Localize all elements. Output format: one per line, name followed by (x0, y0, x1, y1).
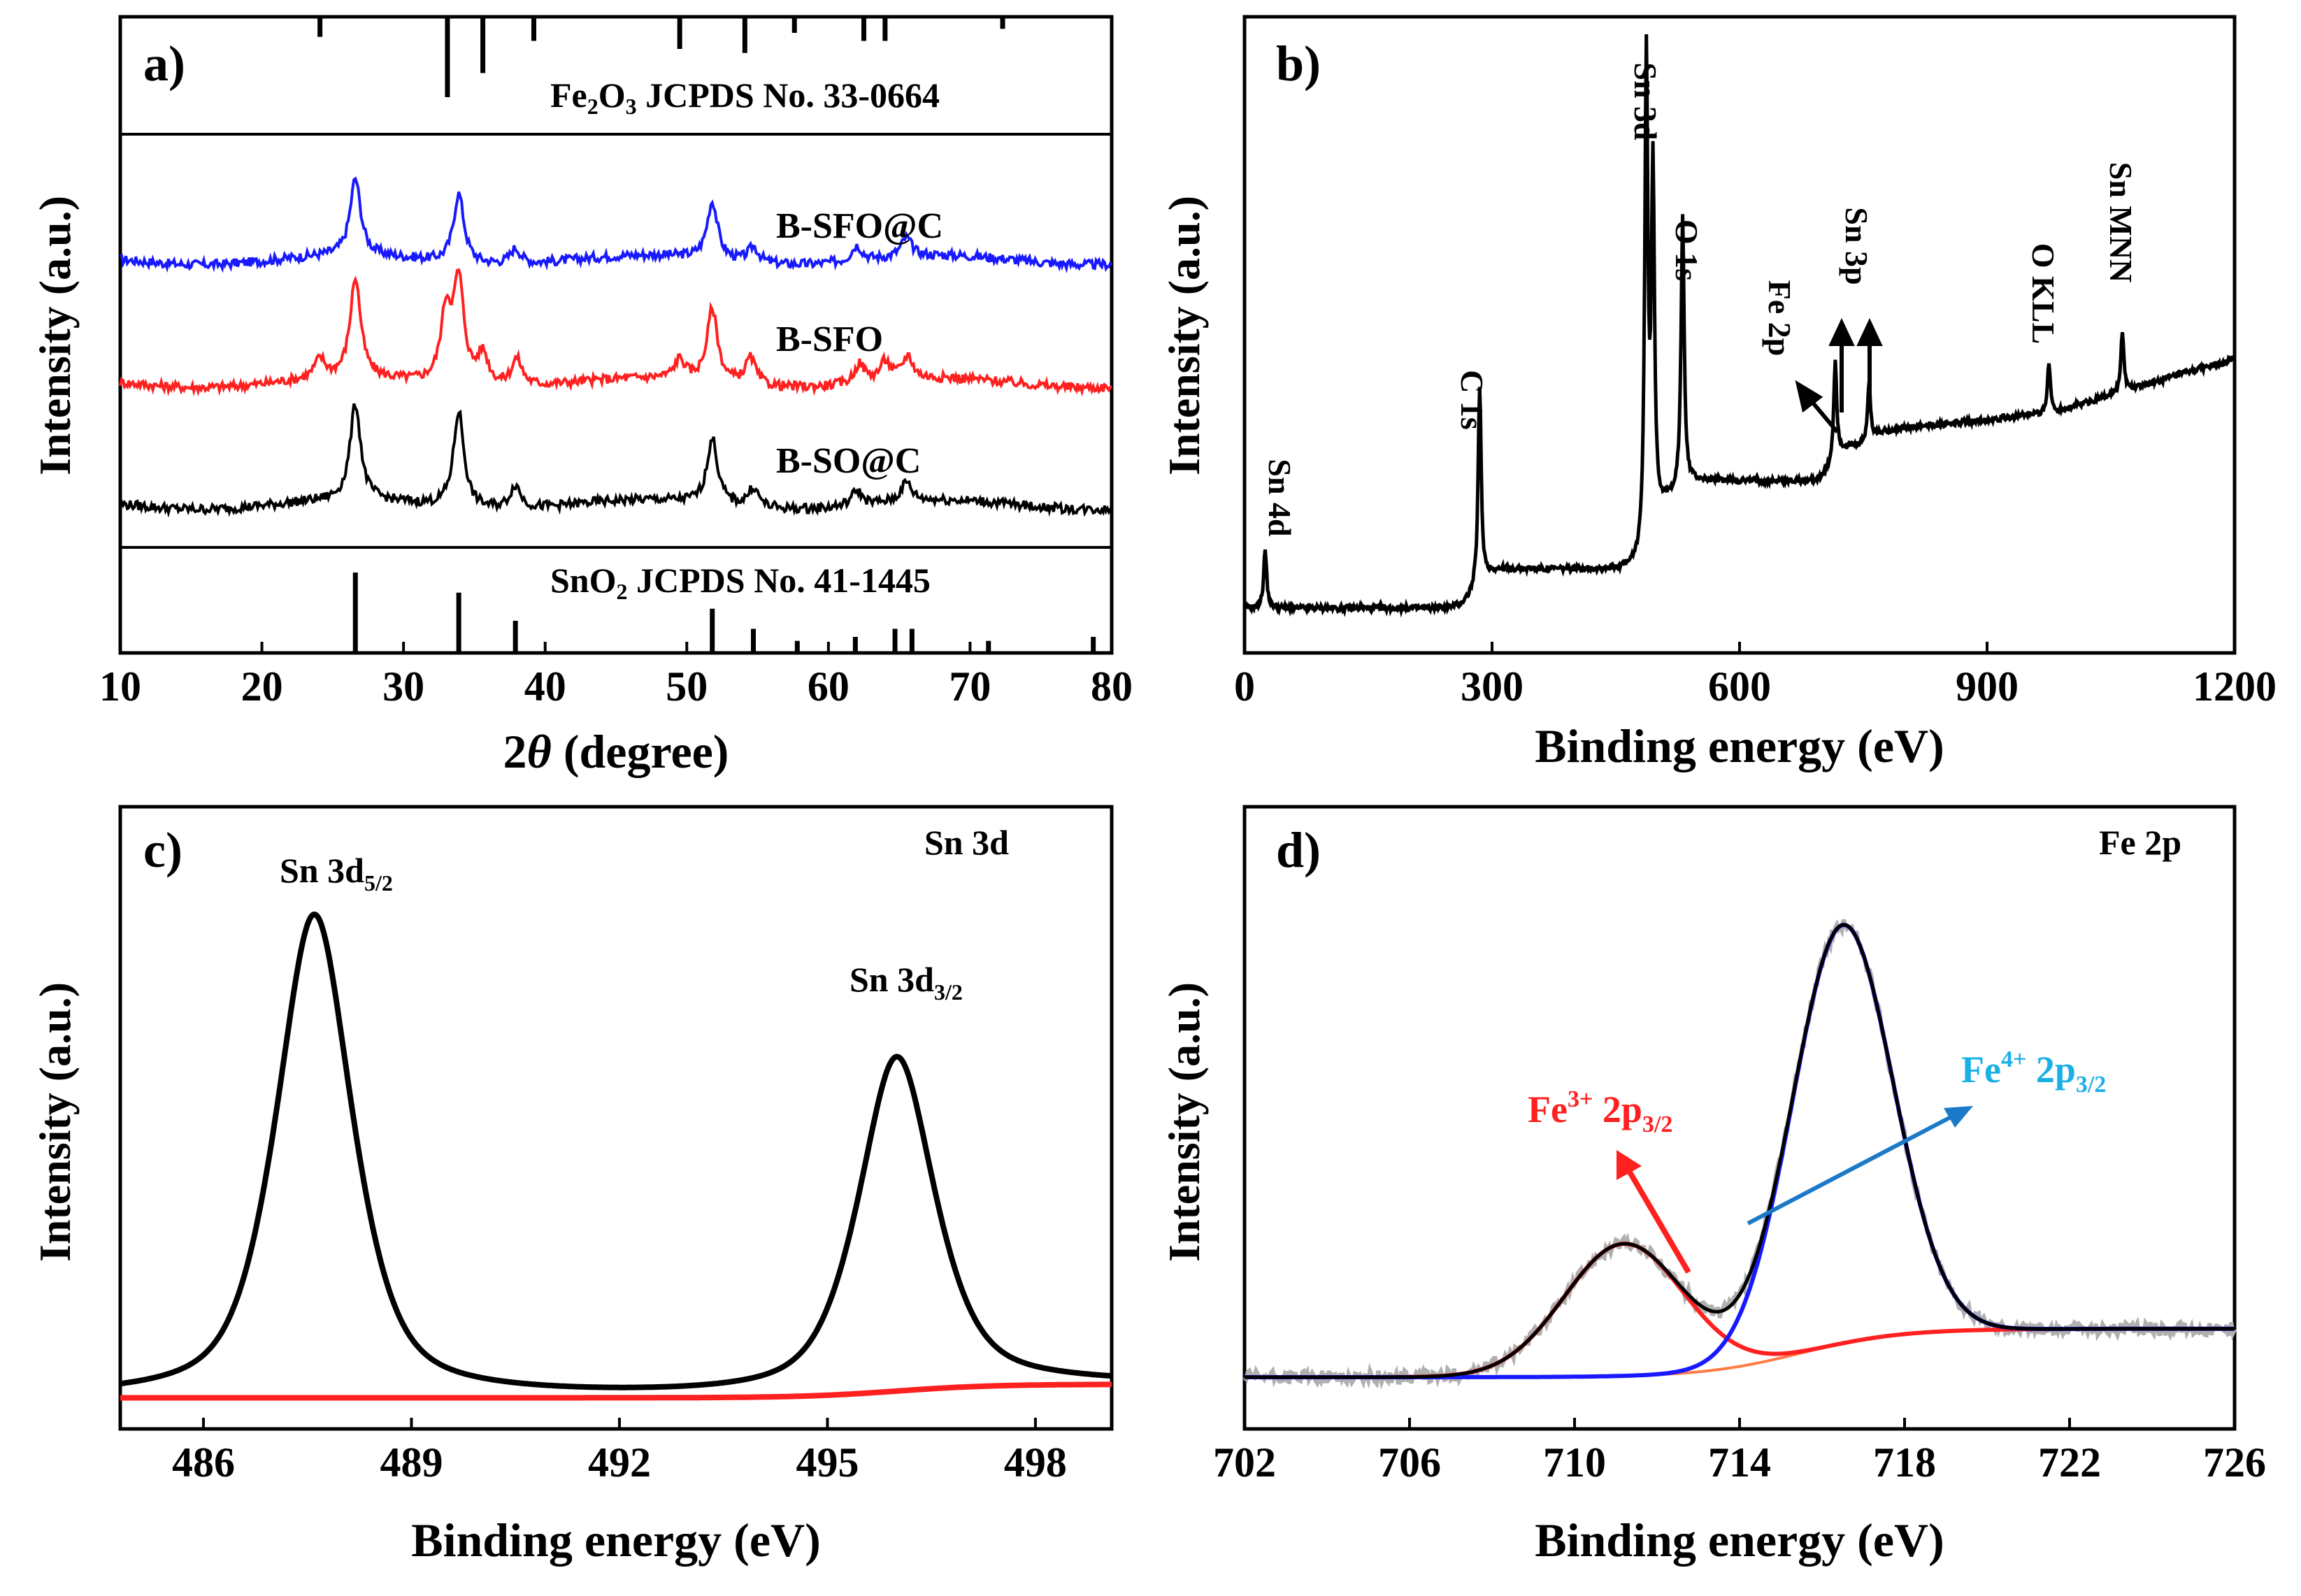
peak-label-sn-3d52: Sn 3d5/2 (280, 851, 393, 896)
peak-label-fe-2p: Fe 2p (1762, 280, 1798, 357)
series-label-b-sfo: B-SFO (776, 319, 883, 359)
xrd-series-line (119, 268, 1113, 397)
panel-a-x-tick-label: 80 (1091, 663, 1133, 710)
panel-c: 486 489 492 495 498 c) Sn 3d Sn 3d5/2 Sn 3d3… (30, 805, 1114, 1567)
panel-c-label: c) (143, 822, 182, 878)
panel-a-x-tick-label: 20 (241, 663, 283, 710)
panel-c-frame (118, 805, 1114, 1431)
panel-c-x-tick-label: 492 (588, 1439, 651, 1486)
panel-d-x-tick-label: 710 (1543, 1439, 1606, 1486)
panel-b-xlabel: Binding energy (eV) (1535, 719, 1944, 772)
panel-a-frame (118, 15, 1114, 655)
fe-2p-arrow (1795, 317, 1883, 433)
panel-a-x-tick-label: 60 (808, 663, 850, 710)
panel-b-x-tick-label: 300 (1461, 663, 1524, 710)
panel-b-x-tick-label: 0 (1234, 663, 1255, 710)
panel-d-ylabel: Intensity (a.u.) (1159, 982, 1209, 1262)
panel-b-ylabel: Intensity (a.u.) (1159, 196, 1209, 475)
fe2p-envelope-line (1245, 923, 2235, 1379)
sno2-reference-label: SnO2 JCPDS No. 41-1445 (550, 561, 931, 604)
panel-a-x-tick-label: 40 (524, 663, 566, 710)
panel-d-x-tick-label: 726 (2203, 1439, 2266, 1486)
panel-d-x-tick-label: 706 (1378, 1439, 1441, 1486)
panel-a-x-tick-label: 30 (382, 663, 424, 710)
peak-label-sn-3d32: Sn 3d3/2 (850, 960, 963, 1005)
xrd-series-line (119, 403, 1113, 518)
sn3d-envelope-line (120, 911, 1112, 1390)
fe2p-background-line (1245, 1327, 2235, 1379)
fe4-arrow (1747, 1106, 1973, 1225)
panel-a-x-tick-label: 10 (99, 663, 141, 710)
panel-a: 10 20 30 40 50 60 70 80 a) Fe2O3 JCPDS No. 33-0… (30, 15, 1133, 778)
fe2o3-reference-label: Fe2O3 JCPDS No. 33-0664 (550, 76, 940, 119)
peak-label-c-1s: C 1s (1454, 370, 1490, 430)
panel-a-xlabel: 2θ (degree) (503, 725, 729, 778)
panel-c-xlabel: Binding energy (eV) (411, 1514, 821, 1567)
fe4-component-line (1245, 922, 2235, 1379)
fe3-arrow (1617, 1150, 1691, 1274)
panel-d-x-tick-label: 722 (2038, 1439, 2101, 1486)
panel-b-frame (1242, 15, 2237, 655)
panel-c-x-tick-label: 489 (380, 1439, 443, 1486)
sn3d-background-line (120, 1381, 1112, 1401)
panel-d-xlabel: Binding energy (eV) (1535, 1514, 1944, 1567)
series-label-b-sfo-c: B-SFO@C (776, 206, 943, 246)
xps-survey-line (1244, 34, 2236, 618)
panel-a-label: a) (143, 36, 185, 92)
panel-d-frame (1242, 805, 2237, 1431)
panel-d-x-tick-label: 718 (1873, 1439, 1936, 1486)
panel-d-label: d) (1276, 822, 1321, 878)
panel-b-x-tick-label: 900 (1956, 663, 2019, 710)
xrd-series-line (120, 176, 1112, 273)
panel-a-x-tick-label: 50 (666, 663, 708, 710)
panel-d-x-tick-label: 714 (1708, 1439, 1771, 1486)
peak-label-sn-mnn: Sn MNN (2103, 162, 2139, 283)
panel-c-x-tick-label: 495 (796, 1439, 859, 1486)
panel-a-x-tick-label: 70 (949, 663, 991, 710)
panel-c-x-tick-label: 498 (1004, 1439, 1067, 1486)
peak-label-sn-4d: Sn 4d (1262, 459, 1298, 537)
peak-label-sn-3d: Sn 3d (1628, 62, 1663, 141)
panel-d-x-tick-label: 702 (1213, 1439, 1276, 1486)
panel-c-ylabel: Intensity (a.u.) (30, 982, 80, 1262)
peak-label-o-kll: O KLL (2026, 243, 2061, 344)
peak-label-o-1s: O 1s (1669, 220, 1705, 281)
panel-b-label: b) (1276, 36, 1321, 92)
panel-c-title: Sn 3d (924, 823, 1009, 862)
panel-c-x-tick-label: 486 (172, 1439, 235, 1486)
panel-d: 702 706 710 714 718 722 726 d) Fe 2p Fe3+ 2p3/… (1159, 805, 2266, 1567)
panel-b-x-tick-label: 1200 (2193, 663, 2277, 710)
panel-b: 0 300 600 900 1200 b) Sn 4d C 1s Sn 3d O 1s … (1159, 15, 2277, 772)
fe3-label: Fe3+ 2p3/2 (1528, 1086, 1672, 1137)
panel-a-ylabel: Intensity (a.u.) (30, 196, 80, 475)
fe4-label: Fe4+ 2p3/2 (1961, 1047, 2106, 1098)
panel-b-x-tick-label: 600 (1708, 663, 1771, 710)
peak-label-sn-3p: Sn 3p (1839, 207, 1875, 285)
series-label-b-so-c: B-SO@C (776, 441, 921, 481)
panel-d-title: Fe 2p (2099, 823, 2181, 862)
